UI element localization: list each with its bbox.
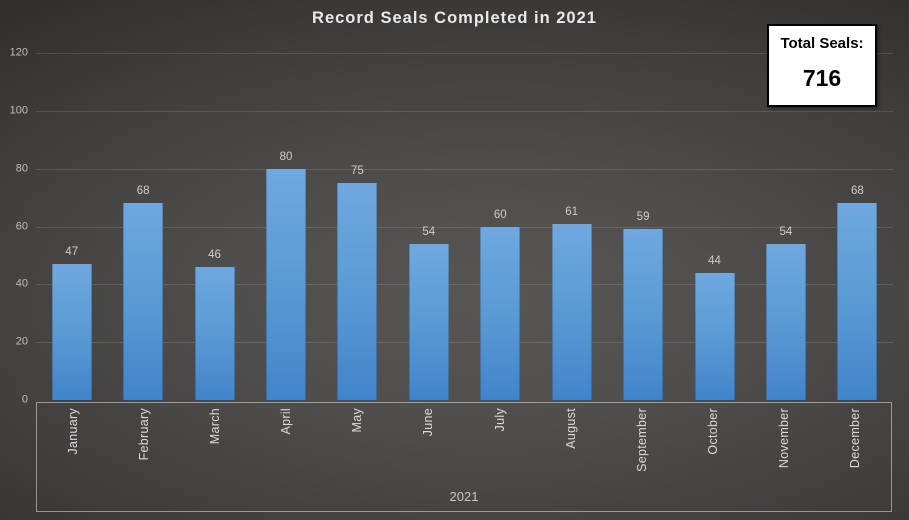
bar-november: [765, 243, 806, 400]
y-tick-label-40: 40: [15, 277, 28, 290]
bar-slot-september: 59: [607, 53, 678, 400]
bar-value-april: 80: [279, 150, 293, 163]
bar-slot-may: 75: [322, 53, 393, 400]
month-label-december: December: [848, 408, 863, 469]
bar-june: [408, 243, 449, 400]
y-tick-label-0: 0: [21, 393, 28, 406]
y-tick-label-100: 100: [9, 104, 28, 117]
bar-slot-march: 46: [179, 53, 250, 400]
bar-slot-november: 54: [750, 53, 821, 400]
gridline-60: [36, 226, 893, 228]
total-seals-box: Total Seals: 716: [767, 24, 877, 107]
bar-value-august: 61: [565, 205, 579, 218]
gridline-120: [36, 53, 893, 54]
bar-value-december: 68: [850, 185, 864, 198]
month-label-may: May: [350, 408, 365, 433]
y-tick-label-60: 60: [15, 220, 28, 232]
month-label-april: April: [279, 408, 294, 435]
bar-august: [551, 223, 592, 400]
month-label-february: February: [136, 408, 151, 461]
bar-october: [694, 272, 735, 400]
gridline-20: [36, 342, 893, 344]
x-axis-title: 2021: [449, 489, 479, 504]
x-axis-frame: January February March April May June July Augu…: [36, 402, 892, 512]
month-label-march: March: [207, 408, 222, 445]
bar-february: [123, 203, 164, 400]
bar-slot-october: 44: [679, 53, 750, 400]
bar-slot-july: 60: [465, 53, 536, 400]
y-tick-label-20: 20: [15, 335, 28, 348]
month-label-november: November: [777, 408, 792, 469]
total-seals-value: 716: [802, 65, 842, 91]
month-label-october: October: [706, 408, 721, 455]
month-label-january: January: [65, 408, 80, 455]
chart-title: Record Seals Completed in 2021: [312, 9, 597, 27]
y-tick-label-80: 80: [15, 162, 28, 175]
y-axis-labels: 0 20 40 60 80 100 120: [0, 47, 30, 405]
bar-value-november: 54: [779, 225, 793, 238]
plot-area: 47 68 46 80 75 54 60 61 59 44 54 68: [36, 53, 893, 400]
bar-value-february: 68: [136, 185, 150, 198]
bar-september: [623, 229, 664, 400]
bar-slot-april: 80: [250, 53, 321, 400]
bar-slot-february: 68: [107, 53, 178, 400]
bar-may: [337, 183, 378, 400]
bar-slot-january: 47: [36, 53, 107, 400]
y-tick-label-120: 120: [9, 46, 28, 59]
gridline-40: [36, 284, 893, 286]
bar-january: [51, 264, 92, 400]
bar-april: [265, 168, 306, 400]
bar-value-march: 46: [208, 248, 221, 261]
bar-value-june: 54: [422, 225, 436, 238]
month-label-august: August: [563, 408, 578, 449]
month-label-june: June: [421, 408, 436, 437]
bar-slot-june: 54: [393, 53, 464, 400]
bar-march: [194, 266, 235, 400]
bar-value-january: 47: [65, 246, 79, 259]
bar-slot-august: 61: [536, 53, 607, 400]
gridline-80: [36, 168, 893, 170]
bar-july: [480, 226, 521, 400]
bars-container: 47 68 46 80 75 54 60 61 59 44 54 68: [36, 53, 893, 400]
bar-value-may: 75: [350, 165, 364, 178]
bar-value-october: 44: [708, 254, 721, 267]
bar-december: [837, 203, 878, 400]
bar-value-july: 60: [493, 208, 507, 221]
gridline-100: [36, 110, 893, 112]
month-label-september: September: [634, 408, 649, 472]
bar-slot-december: 68: [822, 53, 893, 400]
total-seals-label: Total Seals:: [780, 35, 864, 52]
bar-value-september: 59: [636, 211, 650, 224]
month-label-july: July: [492, 408, 507, 432]
